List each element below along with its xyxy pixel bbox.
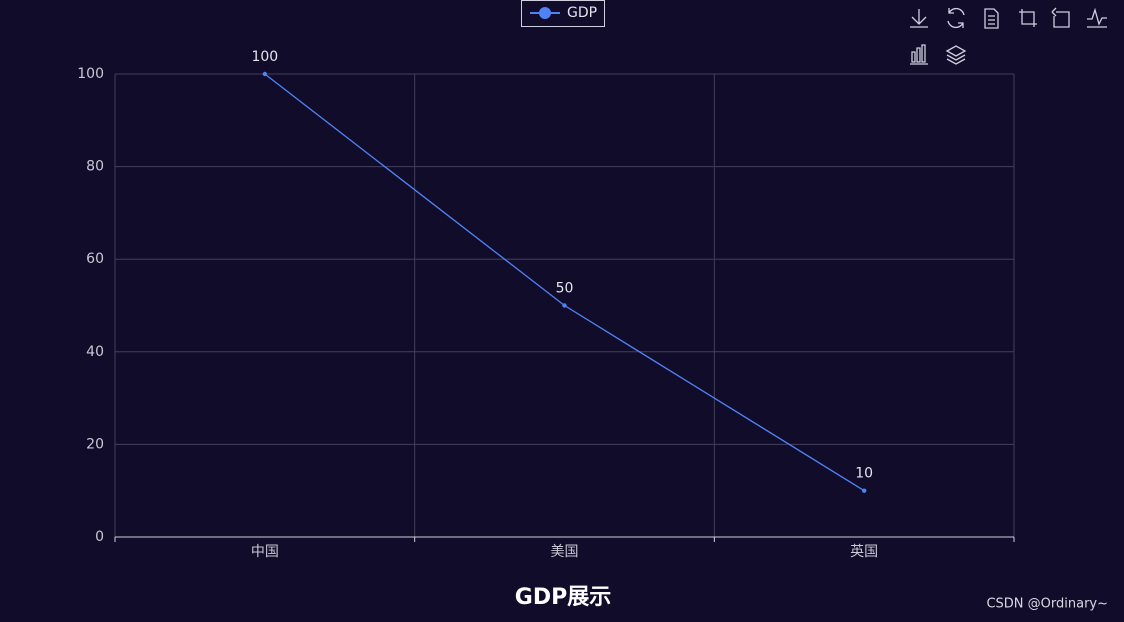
save-icon[interactable] — [910, 9, 928, 28]
line-icon[interactable] — [1087, 7, 1107, 28]
x-tick-label: 英国 — [850, 543, 878, 560]
bar-icon[interactable] — [910, 44, 928, 65]
y-tick-label: 80 — [86, 159, 104, 175]
data-point[interactable] — [861, 488, 867, 493]
data-label: 50 — [556, 281, 574, 297]
data-point[interactable] — [562, 303, 567, 308]
y-tick-label: 40 — [86, 344, 104, 360]
chart-title: GDP展示 — [515, 585, 611, 610]
toolbox — [910, 7, 1107, 65]
legend-box[interactable] — [521, 0, 605, 27]
y-tick-label: 100 — [77, 66, 104, 82]
stack-icon[interactable] — [945, 45, 967, 65]
y-tick-label: 60 — [86, 251, 104, 267]
legend-label[interactable]: GDP — [567, 5, 597, 21]
y-tick-label: 20 — [86, 436, 104, 452]
zoom-icon[interactable] — [1019, 9, 1037, 27]
y-tick-label: 0 — [95, 529, 104, 545]
x-tick-label: 中国 — [251, 544, 279, 560]
data-point[interactable] — [262, 71, 268, 77]
x-tick-label: 美国 — [551, 544, 579, 560]
legend-marker — [539, 7, 551, 19]
data-label: 10 — [855, 466, 873, 482]
restore-icon[interactable] — [947, 7, 965, 29]
zoom-back-icon[interactable] — [1051, 7, 1070, 28]
data-label: 100 — [251, 49, 278, 65]
watermark: CSDN @Ordinary~ — [986, 597, 1108, 612]
data-view-icon[interactable] — [984, 8, 999, 29]
